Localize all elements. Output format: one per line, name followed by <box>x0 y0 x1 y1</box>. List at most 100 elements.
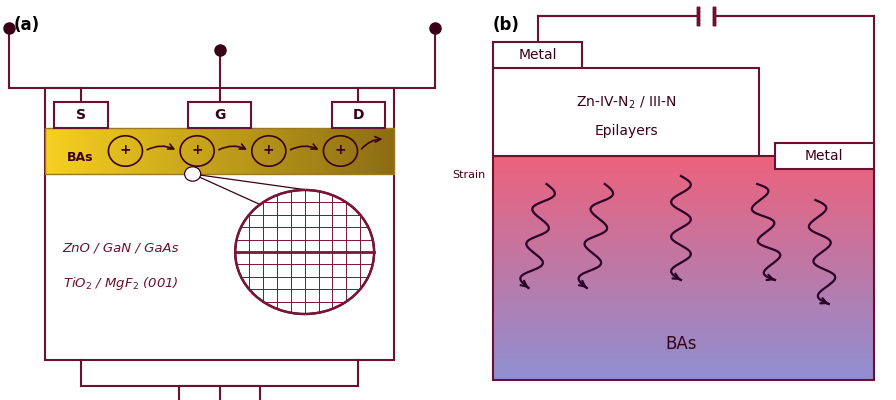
Text: Epilayers: Epilayers <box>594 124 658 138</box>
Bar <box>187 128 192 174</box>
Bar <box>493 318 874 320</box>
Bar <box>100 128 104 174</box>
Bar <box>383 128 386 174</box>
Bar <box>164 128 168 174</box>
Bar <box>179 128 183 174</box>
Bar <box>493 68 760 156</box>
Bar <box>493 236 874 238</box>
Bar <box>493 331 874 333</box>
Bar <box>493 286 874 288</box>
Bar <box>389 128 392 174</box>
Bar <box>493 366 874 369</box>
Bar <box>493 346 874 348</box>
Bar <box>493 293 874 296</box>
Bar <box>254 128 258 174</box>
Bar <box>493 224 874 227</box>
Bar <box>493 164 874 167</box>
Bar <box>109 128 113 174</box>
Bar <box>493 374 874 376</box>
Bar <box>493 329 874 332</box>
Bar <box>493 247 874 249</box>
Bar <box>182 128 185 174</box>
Bar <box>211 128 215 174</box>
Bar <box>214 128 218 174</box>
Bar <box>493 314 874 316</box>
Bar <box>374 128 378 174</box>
Bar <box>331 128 334 174</box>
Bar <box>493 208 874 210</box>
Bar <box>45 128 394 174</box>
Bar <box>350 128 355 174</box>
Bar <box>493 172 874 175</box>
Bar <box>301 128 305 174</box>
Bar <box>493 292 874 294</box>
Bar <box>493 348 874 350</box>
Bar <box>493 353 874 356</box>
Bar <box>319 128 323 174</box>
Bar <box>493 198 874 201</box>
Text: BAs: BAs <box>665 335 697 353</box>
Bar <box>493 278 874 281</box>
Bar <box>77 128 81 174</box>
Bar <box>252 128 255 174</box>
Bar <box>493 189 874 192</box>
Bar <box>80 128 83 174</box>
Bar <box>106 128 110 174</box>
Bar <box>493 332 874 335</box>
Bar <box>493 297 874 300</box>
Bar <box>493 271 874 274</box>
Bar <box>493 310 874 313</box>
Bar <box>493 355 874 358</box>
Bar <box>167 128 171 174</box>
Bar <box>493 282 874 285</box>
Bar <box>493 295 874 298</box>
Bar <box>173 128 177 174</box>
Bar <box>135 128 139 174</box>
Bar <box>493 376 874 378</box>
Bar <box>493 234 874 236</box>
Bar <box>249 128 253 174</box>
Bar <box>493 327 874 330</box>
Bar <box>697 8 714 24</box>
Bar <box>71 128 75 174</box>
Bar <box>493 204 874 206</box>
Bar <box>493 288 874 290</box>
Bar <box>141 128 145 174</box>
Bar <box>234 128 238 174</box>
Bar <box>385 128 390 174</box>
Bar <box>362 128 366 174</box>
Bar <box>45 88 394 360</box>
Bar <box>775 143 874 169</box>
Bar <box>336 128 340 174</box>
Bar <box>82 128 86 174</box>
Bar <box>287 128 290 174</box>
Bar <box>493 258 874 260</box>
Bar <box>493 323 874 326</box>
Bar <box>493 178 874 180</box>
Bar <box>493 262 874 264</box>
Bar <box>493 273 874 276</box>
Bar <box>280 128 285 174</box>
Bar <box>493 368 874 371</box>
Bar <box>196 128 200 174</box>
Bar <box>89 128 92 174</box>
Bar <box>129 128 133 174</box>
Bar <box>493 321 874 324</box>
Bar <box>91 128 95 174</box>
Bar <box>156 128 159 174</box>
Text: +: + <box>192 143 202 157</box>
Bar <box>98 128 101 174</box>
Bar <box>147 128 151 174</box>
Bar <box>359 128 363 174</box>
Bar <box>493 256 874 259</box>
Bar <box>493 320 874 322</box>
Bar <box>371 128 375 174</box>
Bar <box>226 128 229 174</box>
Bar <box>493 196 874 199</box>
Bar <box>493 42 582 68</box>
Bar <box>161 128 165 174</box>
Bar <box>205 128 209 174</box>
Bar <box>493 340 874 343</box>
Bar <box>493 232 874 234</box>
Bar <box>493 344 874 346</box>
